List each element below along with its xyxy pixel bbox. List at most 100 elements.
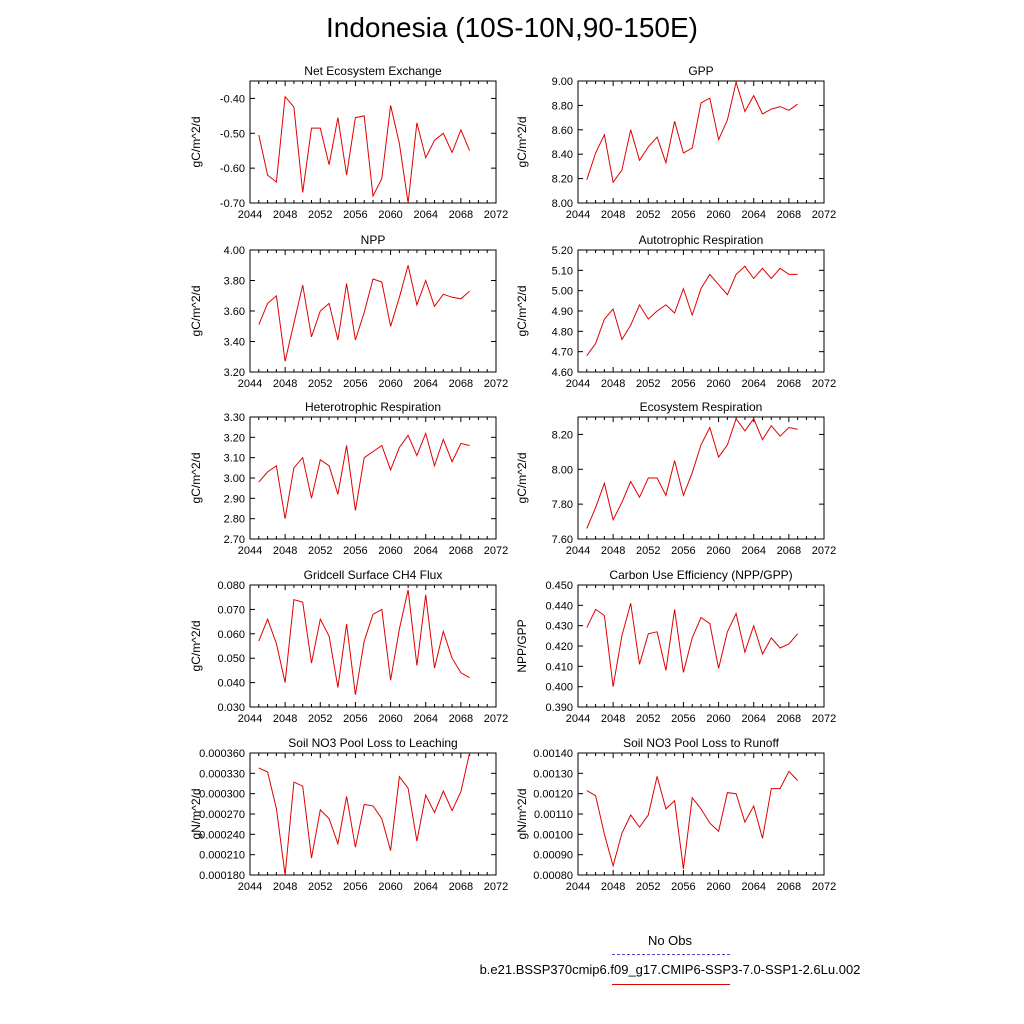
data-point	[407, 202, 409, 204]
y-tick-label: 2.70	[224, 534, 245, 546]
data-point	[604, 134, 606, 136]
data-point	[302, 457, 304, 459]
data-point	[770, 788, 772, 790]
x-tick-label: 2068	[449, 881, 473, 893]
data-point	[683, 672, 685, 674]
y-tick-label: 0.390	[545, 702, 573, 714]
x-tick-label: 2048	[601, 713, 625, 725]
x-tick-label: 2072	[812, 881, 836, 893]
data-point	[311, 857, 313, 859]
data-point	[674, 312, 676, 314]
data-point	[656, 631, 658, 633]
data-point	[442, 132, 444, 134]
y-axis-label: gC/m^2/d	[189, 286, 203, 337]
x-tick-label: 2044	[238, 713, 262, 725]
data-point	[346, 623, 348, 625]
data-point	[797, 103, 799, 105]
x-tick-label: 2044	[566, 545, 590, 557]
y-tick-label: 7.80	[552, 499, 573, 511]
y-axis-label: gC/m^2/d	[189, 453, 203, 504]
series-line	[258, 431, 470, 519]
data-point	[399, 776, 401, 778]
y-tick-label: 0.440	[545, 600, 573, 612]
legend-line-obs	[612, 954, 730, 955]
data-point	[735, 81, 737, 83]
data-point	[735, 793, 737, 795]
data-point	[762, 838, 764, 840]
data-point	[451, 657, 453, 659]
x-tick-label: 2072	[812, 545, 836, 557]
data-point	[363, 312, 365, 314]
panel-7: Carbon Use Efficiency (NPP/GPP) NPP/GPP 20…	[515, 568, 836, 725]
data-point	[762, 113, 764, 115]
data-point	[700, 444, 702, 446]
data-point	[595, 343, 597, 345]
data-point	[709, 274, 711, 276]
data-point	[372, 451, 374, 453]
data-point	[319, 310, 321, 312]
data-point	[416, 665, 418, 667]
data-point	[612, 865, 614, 867]
data-point	[700, 288, 702, 290]
data-point	[284, 96, 286, 98]
data-point	[276, 295, 278, 297]
data-point	[381, 281, 383, 283]
y-tick-label: 0.410	[545, 661, 573, 673]
data-point	[469, 150, 471, 152]
data-point	[460, 443, 462, 445]
panel-9: Soil NO3 Pool Loss to Runoff gN/m^2/d 2044…	[515, 736, 836, 893]
data-point	[683, 868, 685, 870]
series-line	[586, 603, 798, 687]
data-point	[586, 790, 588, 792]
data-point	[744, 430, 746, 432]
data-point	[416, 840, 418, 842]
data-point	[407, 435, 409, 437]
data-point	[337, 117, 339, 119]
data-point	[267, 303, 269, 305]
data-point	[647, 477, 649, 479]
y-tick-label: 9.00	[552, 76, 573, 88]
data-point	[744, 651, 746, 653]
data-point	[691, 314, 693, 316]
data-point	[727, 444, 729, 446]
data-point	[390, 469, 392, 471]
data-point	[302, 284, 304, 286]
data-point	[735, 613, 737, 615]
data-point	[399, 628, 401, 630]
y-tick-label: 0.030	[217, 702, 245, 714]
x-tick-label: 2044	[238, 545, 262, 557]
x-tick-label: 2056	[671, 545, 695, 557]
y-tick-label: 3.30	[224, 412, 245, 424]
x-tick-label: 2068	[449, 545, 473, 557]
y-tick-label: 0.070	[217, 604, 245, 616]
x-tick-label: 2060	[378, 881, 402, 893]
data-point	[276, 465, 278, 467]
data-point	[328, 465, 330, 467]
data-point	[647, 318, 649, 320]
y-tick-label: 0.00140	[533, 748, 573, 760]
data-point	[390, 325, 392, 327]
y-tick-label: 0.00100	[533, 829, 573, 841]
data-point	[604, 318, 606, 320]
x-tick-label: 2072	[484, 881, 508, 893]
data-point	[284, 361, 286, 363]
data-point	[293, 106, 295, 108]
data-point	[346, 174, 348, 176]
data-point	[416, 455, 418, 457]
data-point	[665, 162, 667, 164]
panel-title: Ecosystem Respiration	[640, 400, 763, 414]
x-tick-label: 2052	[636, 378, 660, 390]
data-point	[727, 294, 729, 296]
x-tick-label: 2072	[484, 545, 508, 557]
data-point	[630, 603, 632, 605]
data-point	[363, 457, 365, 459]
y-tick-label: 0.00110	[534, 809, 573, 821]
data-point	[586, 627, 588, 629]
x-tick-label: 2048	[601, 545, 625, 557]
y-tick-label: 2.90	[224, 493, 245, 505]
data-point	[434, 465, 436, 467]
y-tick-label: 0.000270	[199, 809, 245, 821]
data-point	[639, 304, 641, 306]
data-point	[328, 818, 330, 820]
